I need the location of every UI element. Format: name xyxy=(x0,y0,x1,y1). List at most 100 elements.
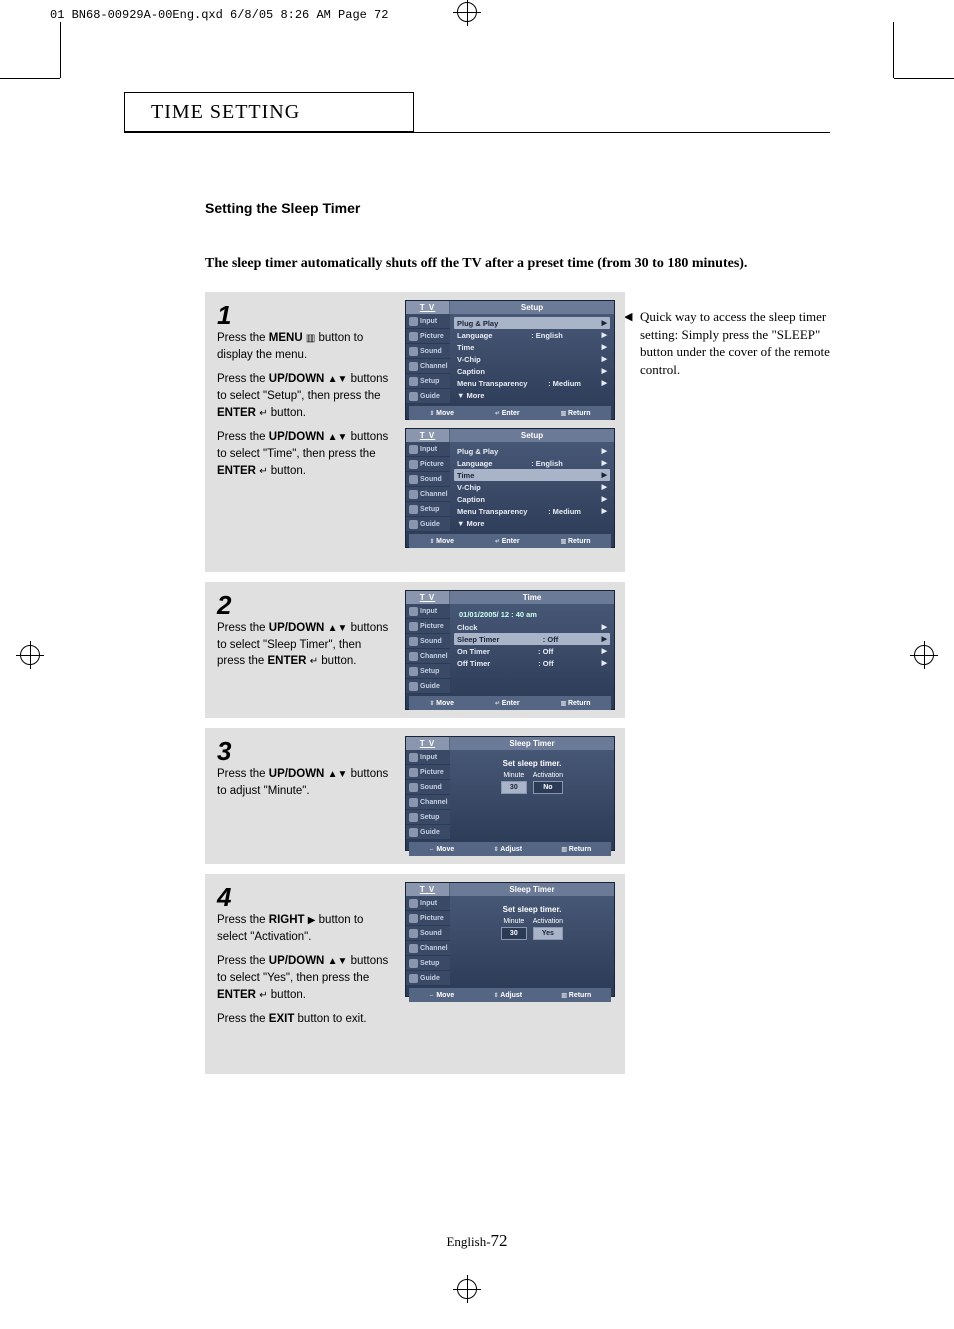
t: Press the xyxy=(217,332,269,344)
f: Enter xyxy=(495,700,520,707)
print-header: 01 BN68-00929A-00Eng.qxd 6/8/05 8:26 AM … xyxy=(50,8,388,22)
step-2: 2 Press the UP/DOWN ▲▼ buttons to select… xyxy=(205,582,625,718)
t: ENTER xyxy=(217,989,256,1001)
step-text: Press the RIGHT ▶ button to select "Acti… xyxy=(217,912,392,1028)
t: Press the xyxy=(217,768,269,780)
f: Return xyxy=(561,410,591,417)
f: Move xyxy=(429,538,454,545)
osd-date: 01/01/2005/ 12 : 40 am xyxy=(454,607,610,621)
r: : English xyxy=(531,331,563,340)
t: Press the xyxy=(217,431,269,443)
t: UP/DOWN xyxy=(269,768,325,780)
section-title: Setting the Sleep Timer xyxy=(205,200,360,216)
r: : Medium xyxy=(548,507,581,516)
sb: Channel xyxy=(420,799,448,806)
t: button. xyxy=(268,989,306,1001)
f: Return xyxy=(561,846,591,853)
val: No xyxy=(533,781,563,794)
sb: Sound xyxy=(420,930,442,937)
menu-icon: ▥ xyxy=(306,333,315,344)
f: Move xyxy=(429,992,455,999)
t: ENTER xyxy=(217,407,256,419)
sb: Channel xyxy=(420,945,448,952)
r: Sleep Timer xyxy=(457,635,499,644)
t: EXIT xyxy=(269,1013,295,1025)
sb: Guide xyxy=(420,683,440,690)
t: button to exit. xyxy=(294,1013,366,1025)
crop-mark xyxy=(60,22,61,78)
lbl: Activation xyxy=(533,772,563,779)
r: Language xyxy=(457,459,492,468)
t: UP/DOWN xyxy=(269,431,325,443)
registration-mark xyxy=(914,645,934,665)
updown-icon: ▲▼ xyxy=(328,432,348,443)
chapter-title: TIME SETTING xyxy=(151,101,300,124)
osd-title: Time xyxy=(450,591,614,604)
f: Enter xyxy=(495,538,520,545)
osd-msg: Set sleep timer. xyxy=(454,753,610,772)
r: On Timer xyxy=(457,647,490,656)
sb: Picture xyxy=(420,769,444,776)
enter-icon: ↵ xyxy=(259,990,267,1001)
t: Press the xyxy=(217,914,269,926)
lbl: Activation xyxy=(533,918,563,925)
sb: Sound xyxy=(420,476,442,483)
osd-tv-tab: T V xyxy=(406,429,450,442)
updown-icon: ▲▼ xyxy=(328,623,348,634)
intro-text: The sleep timer automatically shuts off … xyxy=(205,256,747,272)
r: Time xyxy=(457,343,474,352)
f: Return xyxy=(561,700,591,707)
val: Yes xyxy=(533,927,563,940)
step-text: Press the UP/DOWN ▲▼ buttons to select "… xyxy=(217,620,392,670)
osd-time: T V Time Input Picture Sound Channel Set… xyxy=(405,590,615,710)
r: V-Chip xyxy=(457,355,481,364)
osd-sleep-2: T V Sleep Timer Input Picture Sound Chan… xyxy=(405,882,615,997)
sb: Picture xyxy=(420,461,444,468)
r: : English xyxy=(531,459,563,468)
sb: Input xyxy=(420,754,437,761)
t: button. xyxy=(318,655,356,667)
osd-setup-2: T V Setup Input Picture Sound Channel Se… xyxy=(405,428,615,548)
r: : Off xyxy=(538,659,553,668)
updown-icon: ▲▼ xyxy=(328,769,348,780)
t: Press the xyxy=(217,622,269,634)
sb: Input xyxy=(420,446,437,453)
val: 30 xyxy=(501,927,527,940)
sb: Picture xyxy=(420,333,444,340)
osd-tv-tab: T V xyxy=(406,301,450,314)
footer-page-number: 72 xyxy=(491,1231,508,1250)
sb: Setup xyxy=(420,506,439,513)
sb: Channel xyxy=(420,363,448,370)
sb: Picture xyxy=(420,623,444,630)
osd-msg: Set sleep timer. xyxy=(454,899,610,918)
r: Plug & Play xyxy=(457,319,498,328)
t: UP/DOWN xyxy=(269,373,325,385)
t: button. xyxy=(268,407,306,419)
step-text: Press the UP/DOWN ▲▼ buttons to adjust "… xyxy=(217,766,392,799)
r: Plug & Play xyxy=(457,447,498,456)
step-4: 4 Press the RIGHT ▶ button to select "Ac… xyxy=(205,874,625,1074)
f: Adjust xyxy=(494,846,522,853)
osd-rows: Set sleep timer. Minute30 ActivationNo xyxy=(450,750,614,840)
t: Press the xyxy=(217,1013,269,1025)
chapter-rule xyxy=(124,132,830,133)
osd-tv-tab: T V xyxy=(406,591,450,604)
osd-title: Sleep Timer xyxy=(450,737,614,750)
sb: Sound xyxy=(420,348,442,355)
osd-rows: Plug & Play▶ Language: English▶ Time▶ V-… xyxy=(450,442,614,532)
f: Enter xyxy=(495,410,520,417)
f: Move xyxy=(429,410,454,417)
r: Caption xyxy=(457,367,485,376)
sb: Guide xyxy=(420,975,440,982)
enter-icon: ↵ xyxy=(310,656,318,667)
sb: Guide xyxy=(420,393,440,400)
page-footer: English-72 xyxy=(0,1231,954,1251)
sb: Input xyxy=(420,608,437,615)
sb: Setup xyxy=(420,814,439,821)
enter-icon: ↵ xyxy=(259,466,267,477)
sb: Channel xyxy=(420,491,448,498)
osd-sidebar: Input Picture Sound Channel Setup Guide xyxy=(406,604,450,694)
sb: Input xyxy=(420,900,437,907)
r: Menu Transparency xyxy=(457,507,527,516)
sb: Sound xyxy=(420,784,442,791)
